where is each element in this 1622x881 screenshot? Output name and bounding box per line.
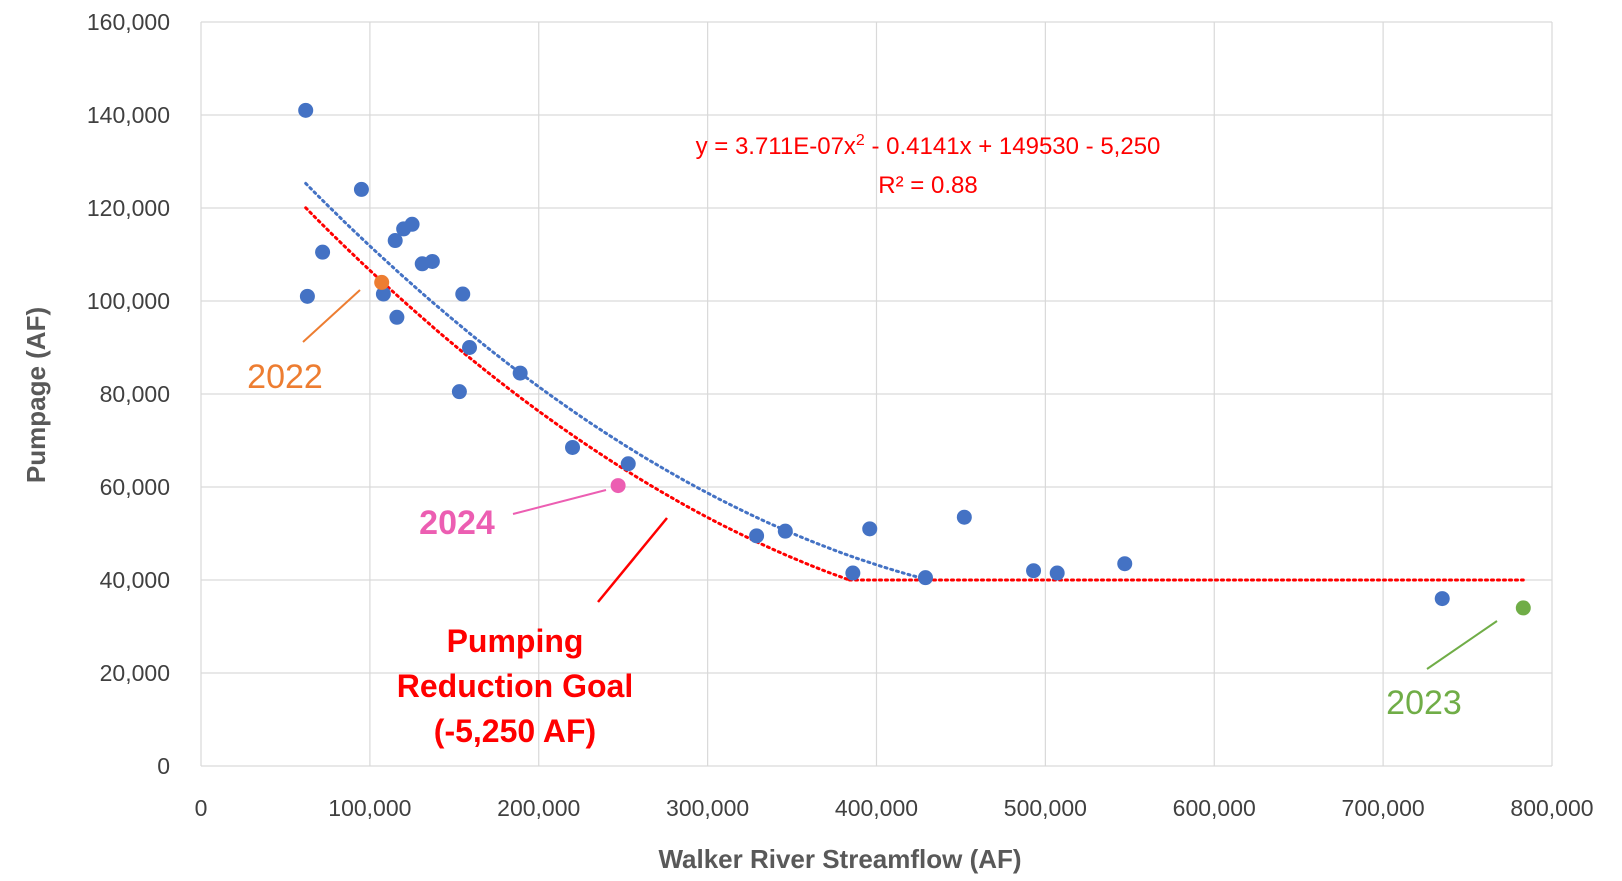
- data-point: [1026, 563, 1042, 579]
- leader-2024: [512, 489, 607, 515]
- x-tick-label: 800,000: [1510, 795, 1593, 821]
- r-squared-label: R² = 0.88: [878, 172, 977, 199]
- polynomial-trendline: [304, 181, 929, 582]
- x-axis-tick-labels: 0 100,000 200,000 300,000 400,000 500,000 600,…: [195, 795, 1594, 821]
- leader-2023: [1426, 620, 1498, 670]
- data-point: [451, 384, 467, 400]
- y-tick-label: 40,000: [100, 567, 170, 593]
- data-point: [462, 340, 478, 355]
- gridlines: [200, 21, 1553, 767]
- data-point: [353, 181, 369, 197]
- goal-label-line-1: Pumping: [447, 623, 584, 659]
- data-point: [845, 565, 861, 581]
- trendline-equation: y = 3.711E-07x2 - 0.4141x + 149530 - 5,2…: [696, 132, 1161, 160]
- x-axis-title: Walker River Streamflow (AF): [658, 844, 1021, 874]
- year-2023-label: 2023: [1386, 684, 1462, 722]
- data-point: [298, 102, 314, 118]
- y-tick-label: 100,000: [87, 288, 170, 314]
- data-point: [620, 456, 636, 472]
- y-tick-label: 160,000: [87, 9, 170, 35]
- data-point: [1434, 591, 1450, 607]
- x-tick-label: 100,000: [328, 795, 411, 821]
- data-point: [1117, 556, 1133, 572]
- data-point: [862, 521, 878, 537]
- y-tick-label: 140,000: [87, 102, 170, 128]
- x-tick-label: 400,000: [835, 795, 918, 821]
- x-tick-label: 600,000: [1173, 795, 1256, 821]
- data-point: [749, 528, 765, 544]
- leader-2022: [302, 289, 361, 343]
- y-tick-label: 60,000: [100, 474, 170, 500]
- data-point: [389, 309, 405, 325]
- leader-goal: [597, 517, 668, 603]
- y-axis-tick-labels: 0 20,000 40,000 60,000 80,000 100,000 120,000 1…: [87, 9, 170, 779]
- data-point: [777, 523, 793, 539]
- data-point: [299, 288, 315, 304]
- goal-label-line-3: (-5,250 AF): [434, 713, 596, 749]
- x-tick-label: 200,000: [497, 795, 580, 821]
- highlight-point-2024: [610, 478, 626, 494]
- y-tick-label: 120,000: [87, 195, 170, 221]
- x-tick-label: 300,000: [666, 795, 749, 821]
- data-point: [917, 570, 933, 586]
- y-tick-label: 20,000: [100, 660, 170, 686]
- y-tick-label: 80,000: [100, 381, 170, 407]
- data-point: [1049, 565, 1065, 581]
- x-tick-label: 500,000: [1004, 795, 1087, 821]
- data-point: [375, 286, 391, 302]
- y-tick-label: 0: [157, 753, 170, 779]
- data-point: [404, 216, 420, 232]
- data-point: [512, 365, 528, 381]
- year-2022-label: 2022: [247, 358, 323, 396]
- highlight-point-2022: [374, 274, 390, 290]
- data-point: [424, 253, 440, 269]
- year-2024-label: 2024: [419, 504, 495, 542]
- data-points: [298, 102, 1531, 616]
- data-point: [956, 509, 972, 525]
- data-point: [455, 286, 471, 302]
- x-tick-label: 0: [195, 795, 208, 821]
- annotation-leaders: [302, 289, 1498, 670]
- equation-part-2: - 0.4141x + 149530 - 5,250: [865, 133, 1161, 160]
- data-point: [565, 439, 581, 455]
- equation-superscript: 2: [856, 132, 865, 149]
- y-axis-title: Pumpage (AF): [21, 307, 51, 483]
- goal-label-line-2: Reduction Goal: [397, 668, 633, 704]
- highlight-point-2023: [1515, 600, 1531, 616]
- x-tick-label: 700,000: [1342, 795, 1425, 821]
- data-point: [387, 233, 403, 249]
- equation-part-1: y = 3.711E-07x: [696, 133, 856, 160]
- data-point: [315, 244, 331, 260]
